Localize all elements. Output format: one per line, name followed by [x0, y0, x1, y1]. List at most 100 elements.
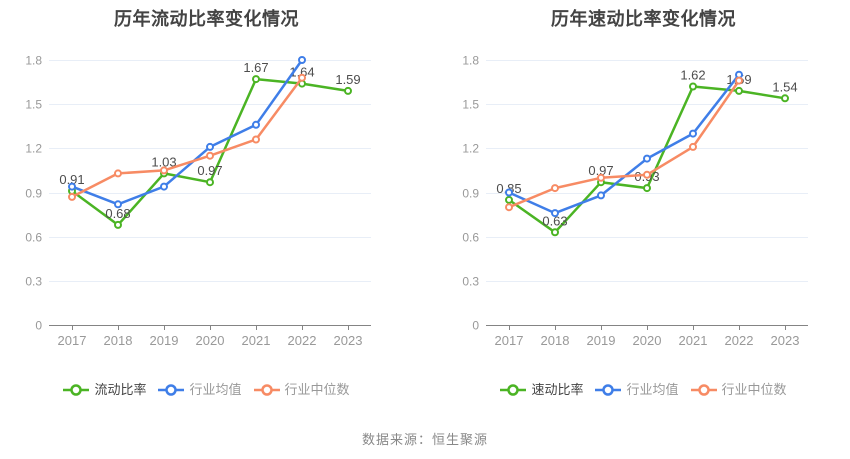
chart-current-ratio: 0 0.3 0.6 0.9 1.2 1.5 1.8 2017 2018 2019 2020 2021 2… — [0, 0, 413, 412]
y-axis-tick-label: 1.8 — [462, 54, 479, 68]
y-axis-tick-label: 1.5 — [25, 98, 42, 112]
legend-item-industry-median[interactable]: 行业中位数 — [690, 382, 787, 398]
data-point[interactable] — [689, 142, 697, 151]
data-point[interactable] — [114, 169, 122, 178]
x-axis-tick-label: 2020 — [633, 333, 662, 348]
data-point[interactable] — [344, 86, 352, 95]
x-axis-tick-label: 2020 — [196, 333, 225, 348]
legend-label: 速动比率 — [531, 382, 584, 397]
data-point[interactable] — [781, 94, 789, 103]
line-circle-marker-icon — [500, 384, 527, 396]
legend-label: 行业均值 — [189, 382, 242, 397]
x-axis-tick-label: 2019 — [587, 333, 616, 348]
data-point-label: 1.03 — [151, 154, 176, 169]
data-point[interactable] — [206, 151, 214, 160]
data-point-label: 0.97 — [588, 163, 613, 178]
x-axis-tick-label: 2021 — [679, 333, 708, 348]
data-point-label: 0.68 — [105, 206, 130, 221]
y-axis-tick-label: 1.8 — [25, 54, 42, 68]
data-point[interactable] — [735, 76, 743, 85]
y-axis-tick-label: 0.3 — [462, 275, 479, 289]
x-axis-tick-label: 2023 — [334, 333, 363, 348]
data-point[interactable] — [551, 184, 559, 193]
chart-title-current-ratio: 历年流动比率变化情况 — [114, 9, 299, 29]
legend-current-ratio: 流动比率 行业均值 行业中位数 — [0, 382, 413, 398]
data-point-label: 1.59 — [335, 72, 360, 87]
data-point-label: 0.85 — [496, 181, 521, 196]
legend-item-industry-mean[interactable]: 行业均值 — [595, 382, 679, 398]
x-axis-tick-label: 2018 — [541, 333, 570, 348]
data-point[interactable] — [252, 120, 260, 129]
data-point[interactable] — [252, 75, 260, 84]
data-point[interactable] — [298, 73, 306, 82]
data-point[interactable] — [114, 200, 122, 209]
x-axis-tick-label: 2022 — [725, 333, 754, 348]
data-point[interactable] — [68, 182, 76, 191]
y-axis-tick-label: 0.9 — [462, 187, 479, 201]
data-point[interactable] — [735, 86, 743, 95]
line-circle-marker-icon — [63, 384, 90, 396]
data-point[interactable] — [643, 154, 651, 163]
data-point[interactable] — [689, 82, 697, 91]
data-point-label: 1.67 — [243, 60, 268, 75]
series-line — [71, 76, 304, 199]
x-axis-tick-label: 2017 — [495, 333, 524, 348]
legend-item-industry-mean[interactable]: 行业均值 — [158, 382, 242, 398]
x-axis-tick-label: 2022 — [288, 333, 317, 348]
data-point[interactable] — [551, 209, 559, 218]
y-axis-tick-label: 0.9 — [25, 187, 42, 201]
data-point[interactable] — [597, 173, 605, 182]
data-point[interactable] — [206, 178, 214, 187]
x-axis-tick-label: 2018 — [104, 333, 133, 348]
data-point[interactable] — [689, 129, 697, 138]
y-axis-tick-label: 0.6 — [25, 231, 42, 245]
data-point[interactable] — [298, 56, 306, 64]
data-point-label: 0.91 — [59, 172, 84, 187]
y-axis-tick-label: 0.3 — [25, 275, 42, 289]
y-axis-tick-label: 0 — [472, 319, 479, 333]
x-axis-tick-label: 2017 — [58, 333, 87, 348]
line-circle-marker-icon — [690, 384, 717, 396]
legend-item-current-ratio[interactable]: 流动比率 — [63, 382, 146, 398]
series-line — [71, 59, 304, 206]
legend-label: 行业均值 — [626, 382, 679, 397]
data-point[interactable] — [505, 195, 513, 204]
y-axis-tick-label: 1.2 — [462, 142, 479, 156]
y-axis-tick-label: 1.2 — [25, 142, 42, 156]
x-axis-tick-label: 2019 — [150, 333, 179, 348]
data-point-label: 0.97 — [197, 163, 222, 178]
chart-canvas-quick-ratio: 0 0.3 0.6 0.9 1.2 1.5 1.8 2017 2018 2019 2020 2021 2… — [462, 54, 808, 348]
legend-item-quick-ratio[interactable]: 速动比率 — [500, 382, 583, 398]
legend-quick-ratio: 速动比率 行业均值 行业中位数 — [437, 382, 850, 398]
data-point[interactable] — [597, 191, 605, 200]
chart-quick-ratio: 0 0.3 0.6 0.9 1.2 1.5 1.8 2017 2018 2019 2020 2021 2… — [437, 0, 850, 412]
data-point-label: 0.63 — [542, 213, 567, 228]
data-point[interactable] — [68, 192, 76, 201]
data-point[interactable] — [551, 228, 559, 237]
data-point[interactable] — [643, 184, 651, 193]
data-point[interactable] — [160, 182, 168, 191]
data-point[interactable] — [114, 220, 122, 229]
chart-canvas-current-ratio: 0 0.3 0.6 0.9 1.2 1.5 1.8 2017 2018 2019 2020 2021 2… — [25, 54, 371, 348]
legend-label: 行业中位数 — [284, 382, 350, 397]
chart-title-quick-ratio: 历年速动比率变化情况 — [551, 9, 736, 29]
legend-label: 流动比率 — [94, 382, 147, 397]
legend-item-industry-median[interactable]: 行业中位数 — [253, 382, 350, 398]
x-axis-tick-label: 2021 — [242, 333, 271, 348]
data-point[interactable] — [160, 166, 168, 175]
data-point[interactable] — [643, 170, 651, 179]
series-line — [508, 79, 741, 209]
y-axis-tick-label: 0.6 — [462, 231, 479, 245]
data-point[interactable] — [505, 203, 513, 212]
line-circle-marker-icon — [253, 384, 280, 396]
data-point[interactable] — [505, 188, 513, 197]
legend-label: 行业中位数 — [721, 382, 787, 397]
x-axis-tick-label: 2023 — [771, 333, 800, 348]
y-axis-tick-label: 1.5 — [462, 98, 479, 112]
data-point[interactable] — [206, 142, 214, 151]
data-point[interactable] — [252, 135, 260, 144]
line-circle-marker-icon — [158, 384, 185, 396]
line-circle-marker-icon — [595, 384, 622, 396]
data-source-note: 数据来源：恒生聚源 — [361, 432, 488, 447]
